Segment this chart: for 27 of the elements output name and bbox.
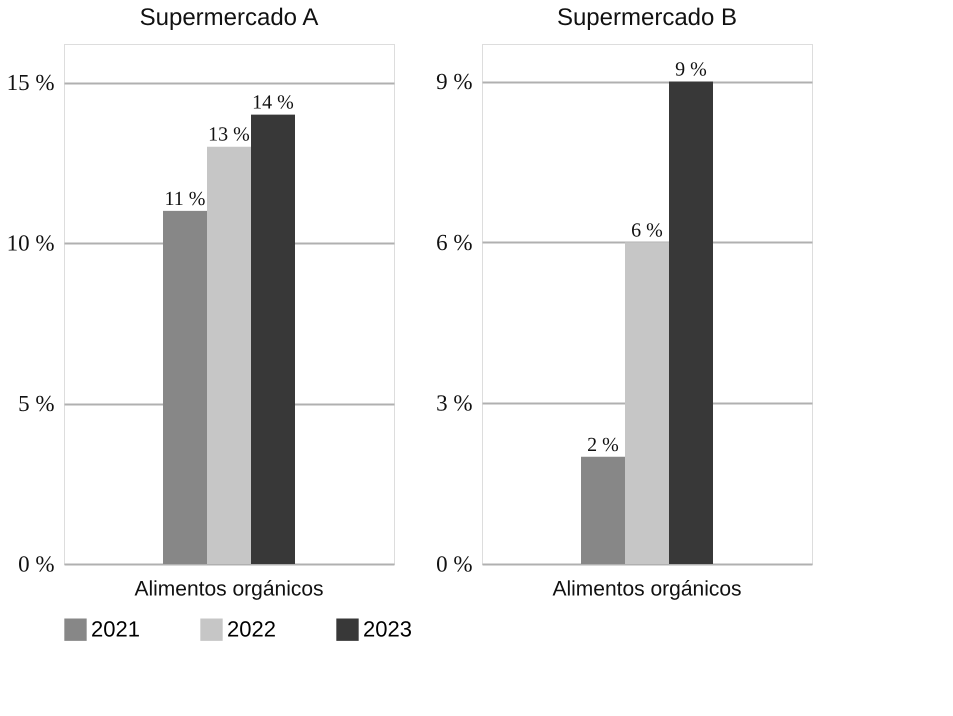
data-label: 13 % [208,124,250,146]
y-tick-label: 3 % [436,390,472,416]
y-tick-label: 0 % [18,552,54,576]
bar [625,242,669,564]
y-tick-label: 15 % [6,70,54,96]
y-tick-label: 6 % [436,230,472,255]
bar [251,114,295,564]
bar [207,146,251,564]
data-label: 6 % [631,219,663,242]
data-label: 2 % [587,434,619,456]
bar [669,82,713,564]
legend-label: 2023 [363,616,412,642]
data-label: 11 % [164,188,206,210]
y-tick-label: 0 % [436,552,472,576]
bar [581,456,625,564]
x-tick-label: Alimentos orgánicos [134,578,324,600]
legend-label: 2021 [91,616,140,642]
y-tick-label: 5 % [18,391,54,416]
y-tick-label: 10 % [6,230,54,256]
chart-title: Supermercado A [140,4,318,31]
data-label: 9 % [675,58,707,81]
bar [163,210,207,564]
x-tick-label: Alimentos orgánicos [552,578,742,600]
y-tick-label: 9 % [436,69,472,94]
data-label: 14 % [252,92,294,114]
legend-label: 2022 [227,616,276,642]
chart-title: Supermercado B [556,4,738,31]
